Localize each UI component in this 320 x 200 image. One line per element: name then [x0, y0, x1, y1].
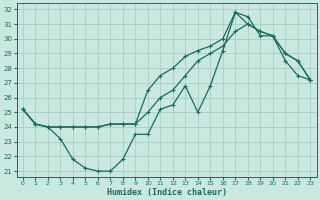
X-axis label: Humidex (Indice chaleur): Humidex (Indice chaleur)	[107, 188, 227, 197]
